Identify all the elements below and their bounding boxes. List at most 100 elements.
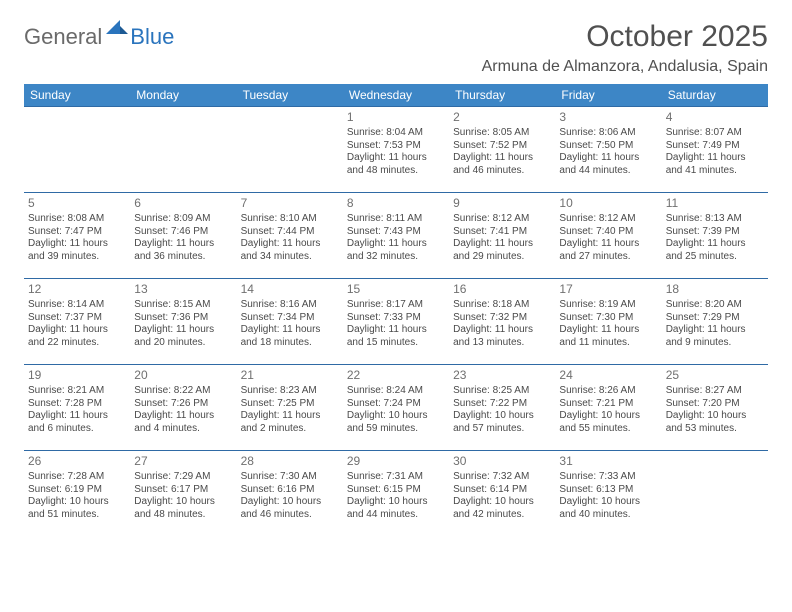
daylight-text: Daylight: 11 hours and 46 minutes. <box>453 152 551 177</box>
sunset-text: Sunset: 7:43 PM <box>347 226 445 239</box>
sunset-text: Sunset: 7:39 PM <box>666 226 764 239</box>
calendar-cell: 12Sunrise: 8:14 AMSunset: 7:37 PMDayligh… <box>24 279 130 365</box>
calendar-cell: 7Sunrise: 8:10 AMSunset: 7:44 PMDaylight… <box>237 193 343 279</box>
weekday-header: Thursday <box>449 84 555 107</box>
sunset-text: Sunset: 6:14 PM <box>453 484 551 497</box>
day-number: 27 <box>134 454 232 469</box>
sunset-text: Sunset: 7:41 PM <box>453 226 551 239</box>
daylight-text: Daylight: 11 hours and 39 minutes. <box>28 238 126 263</box>
daylight-text: Daylight: 11 hours and 15 minutes. <box>347 324 445 349</box>
daylight-text: Daylight: 11 hours and 25 minutes. <box>666 238 764 263</box>
daylight-text: Daylight: 10 hours and 53 minutes. <box>666 410 764 435</box>
daylight-text: Daylight: 10 hours and 44 minutes. <box>347 496 445 521</box>
daylight-text: Daylight: 11 hours and 20 minutes. <box>134 324 232 349</box>
weekday-header: Sunday <box>24 84 130 107</box>
daylight-text: Daylight: 11 hours and 36 minutes. <box>134 238 232 263</box>
calendar-header-row: SundayMondayTuesdayWednesdayThursdayFrid… <box>24 84 768 107</box>
sunrise-text: Sunrise: 8:14 AM <box>28 299 126 312</box>
day-number: 17 <box>559 282 657 297</box>
calendar-cell: 20Sunrise: 8:22 AMSunset: 7:26 PMDayligh… <box>130 365 236 451</box>
daylight-text: Daylight: 10 hours and 57 minutes. <box>453 410 551 435</box>
sunset-text: Sunset: 6:19 PM <box>28 484 126 497</box>
day-number: 3 <box>559 110 657 125</box>
calendar-cell: 10Sunrise: 8:12 AMSunset: 7:40 PMDayligh… <box>555 193 661 279</box>
sunrise-text: Sunrise: 8:06 AM <box>559 127 657 140</box>
calendar-cell <box>662 451 768 537</box>
weekday-header: Saturday <box>662 84 768 107</box>
calendar-cell <box>24 107 130 193</box>
calendar-cell: 31Sunrise: 7:33 AMSunset: 6:13 PMDayligh… <box>555 451 661 537</box>
logo-text-blue: Blue <box>130 24 174 50</box>
daylight-text: Daylight: 10 hours and 40 minutes. <box>559 496 657 521</box>
sunrise-text: Sunrise: 8:07 AM <box>666 127 764 140</box>
header: General Blue October 2025 Armuna de Alma… <box>24 20 768 76</box>
calendar-cell: 9Sunrise: 8:12 AMSunset: 7:41 PMDaylight… <box>449 193 555 279</box>
sunset-text: Sunset: 7:47 PM <box>28 226 126 239</box>
day-number: 28 <box>241 454 339 469</box>
daylight-text: Daylight: 11 hours and 13 minutes. <box>453 324 551 349</box>
daylight-text: Daylight: 11 hours and 48 minutes. <box>347 152 445 177</box>
sunrise-text: Sunrise: 8:04 AM <box>347 127 445 140</box>
day-number: 1 <box>347 110 445 125</box>
sunrise-text: Sunrise: 8:08 AM <box>28 213 126 226</box>
calendar-cell: 16Sunrise: 8:18 AMSunset: 7:32 PMDayligh… <box>449 279 555 365</box>
day-number: 5 <box>28 196 126 211</box>
calendar-cell <box>237 107 343 193</box>
calendar-cell: 23Sunrise: 8:25 AMSunset: 7:22 PMDayligh… <box>449 365 555 451</box>
calendar-cell: 19Sunrise: 8:21 AMSunset: 7:28 PMDayligh… <box>24 365 130 451</box>
sunrise-text: Sunrise: 8:17 AM <box>347 299 445 312</box>
daylight-text: Daylight: 11 hours and 32 minutes. <box>347 238 445 263</box>
sunrise-text: Sunrise: 7:31 AM <box>347 471 445 484</box>
sunset-text: Sunset: 7:33 PM <box>347 312 445 325</box>
day-number: 22 <box>347 368 445 383</box>
daylight-text: Daylight: 10 hours and 48 minutes. <box>134 496 232 521</box>
sunrise-text: Sunrise: 8:15 AM <box>134 299 232 312</box>
weekday-header: Friday <box>555 84 661 107</box>
sunrise-text: Sunrise: 8:09 AM <box>134 213 232 226</box>
day-number: 24 <box>559 368 657 383</box>
sunset-text: Sunset: 7:21 PM <box>559 398 657 411</box>
daylight-text: Daylight: 11 hours and 18 minutes. <box>241 324 339 349</box>
day-number: 25 <box>666 368 764 383</box>
calendar-cell: 24Sunrise: 8:26 AMSunset: 7:21 PMDayligh… <box>555 365 661 451</box>
sunrise-text: Sunrise: 8:22 AM <box>134 385 232 398</box>
sunrise-text: Sunrise: 7:29 AM <box>134 471 232 484</box>
day-number: 12 <box>28 282 126 297</box>
sunset-text: Sunset: 7:44 PM <box>241 226 339 239</box>
sunset-text: Sunset: 7:46 PM <box>134 226 232 239</box>
sunrise-text: Sunrise: 7:33 AM <box>559 471 657 484</box>
sunset-text: Sunset: 7:25 PM <box>241 398 339 411</box>
sunset-text: Sunset: 7:29 PM <box>666 312 764 325</box>
day-number: 4 <box>666 110 764 125</box>
day-number: 8 <box>347 196 445 211</box>
calendar-cell: 22Sunrise: 8:24 AMSunset: 7:24 PMDayligh… <box>343 365 449 451</box>
sunset-text: Sunset: 7:32 PM <box>453 312 551 325</box>
calendar-table: SundayMondayTuesdayWednesdayThursdayFrid… <box>24 84 768 537</box>
day-number: 9 <box>453 196 551 211</box>
daylight-text: Daylight: 11 hours and 44 minutes. <box>559 152 657 177</box>
calendar-page: General Blue October 2025 Armuna de Alma… <box>0 0 792 547</box>
calendar-cell: 30Sunrise: 7:32 AMSunset: 6:14 PMDayligh… <box>449 451 555 537</box>
daylight-text: Daylight: 11 hours and 6 minutes. <box>28 410 126 435</box>
day-number: 29 <box>347 454 445 469</box>
sunset-text: Sunset: 7:34 PM <box>241 312 339 325</box>
calendar-cell: 29Sunrise: 7:31 AMSunset: 6:15 PMDayligh… <box>343 451 449 537</box>
sunrise-text: Sunrise: 8:05 AM <box>453 127 551 140</box>
day-number: 23 <box>453 368 551 383</box>
calendar-body: 1Sunrise: 8:04 AMSunset: 7:53 PMDaylight… <box>24 107 768 537</box>
logo-triangle-icon <box>106 20 128 39</box>
calendar-cell: 27Sunrise: 7:29 AMSunset: 6:17 PMDayligh… <box>130 451 236 537</box>
calendar-cell: 26Sunrise: 7:28 AMSunset: 6:19 PMDayligh… <box>24 451 130 537</box>
calendar-cell: 5 Sunrise: 8:08 AMSunset: 7:47 PMDaylight… <box>24 193 130 279</box>
calendar-cell: 17Sunrise: 8:19 AMSunset: 7:30 PMDayligh… <box>555 279 661 365</box>
calendar-cell: 13Sunrise: 8:15 AMSunset: 7:36 PMDayligh… <box>130 279 236 365</box>
daylight-text: Daylight: 11 hours and 9 minutes. <box>666 324 764 349</box>
sunset-text: Sunset: 7:22 PM <box>453 398 551 411</box>
daylight-text: Daylight: 11 hours and 41 minutes. <box>666 152 764 177</box>
sunset-text: Sunset: 7:20 PM <box>666 398 764 411</box>
day-number: 10 <box>559 196 657 211</box>
location-text: Armuna de Almanzora, Andalusia, Spain <box>482 58 768 76</box>
sunrise-text: Sunrise: 8:13 AM <box>666 213 764 226</box>
day-number: 31 <box>559 454 657 469</box>
calendar-week-row: 19Sunrise: 8:21 AMSunset: 7:28 PMDayligh… <box>24 365 768 451</box>
